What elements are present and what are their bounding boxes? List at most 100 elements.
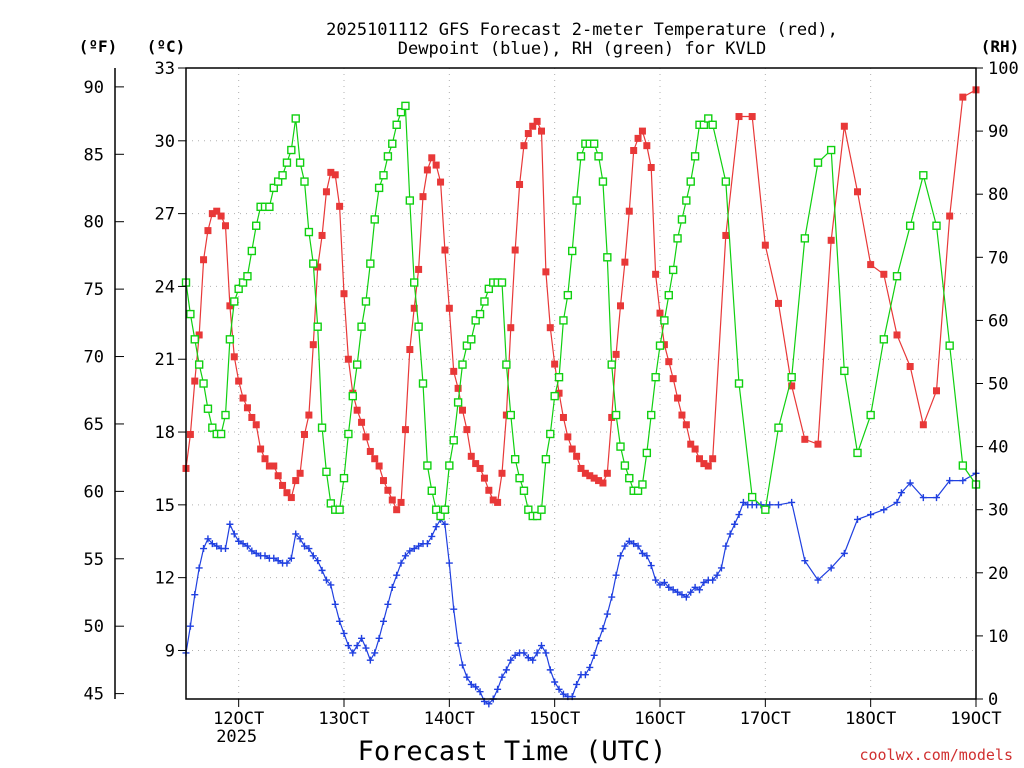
temp-marker (283, 489, 291, 497)
rh-marker (273, 177, 283, 186)
dewpoint-marker (722, 542, 730, 550)
rh-marker (668, 265, 678, 275)
temp-marker (533, 117, 541, 125)
temp-marker (682, 421, 690, 429)
rh-marker (787, 372, 796, 382)
x-axis-title: Forecast Time (UTC) (358, 736, 667, 767)
temp-marker (959, 93, 967, 101)
temp-marker (459, 406, 466, 414)
dewpoint-marker (731, 520, 739, 528)
rh-marker (563, 290, 573, 300)
temp-marker (880, 270, 888, 278)
rh-marker (550, 391, 559, 401)
temp-marker (581, 469, 589, 477)
dewpoint-marker (327, 581, 335, 589)
dewpoint-marker (287, 554, 295, 562)
rh-marker (682, 196, 691, 205)
temp-marker (388, 496, 396, 504)
dewpoint-marker (538, 642, 545, 650)
dewpoint-marker (349, 649, 357, 657)
dewpoint-marker (235, 537, 243, 545)
temp-marker (419, 193, 427, 201)
rh-marker (238, 278, 248, 287)
dewpoint-marker (358, 634, 366, 642)
x-tick-label: 14OCT (424, 709, 475, 729)
unit-fahrenheit-label: (ºF) (79, 37, 118, 56)
rh-marker (287, 145, 296, 155)
rh-marker (524, 505, 533, 514)
temp-marker (748, 113, 756, 121)
dewpoint-marker (595, 637, 603, 645)
temp-marker (380, 477, 387, 485)
temp-marker (568, 445, 576, 453)
temp-marker (854, 188, 861, 196)
temp-marker (410, 304, 418, 312)
dewpoint-marker (222, 545, 229, 553)
dewpoint-marker (586, 663, 594, 671)
c-tick-label: 27 (155, 205, 175, 225)
rh-marker (247, 246, 257, 256)
dewpoint-marker (713, 571, 721, 579)
rh-marker (199, 379, 208, 388)
temp-marker (336, 202, 344, 210)
temp-marker (494, 498, 502, 506)
temp-marker (678, 411, 686, 419)
rh-marker (414, 322, 423, 331)
dewpoint-marker (331, 600, 339, 608)
temp-marker (652, 270, 660, 278)
dewpoint-marker (366, 656, 374, 664)
temp-marker (559, 413, 567, 421)
dewpoint-marker (353, 642, 361, 650)
dewpoint-marker (283, 559, 291, 567)
temp-marker (801, 435, 809, 443)
dewpoint-marker (814, 576, 822, 584)
dewpoint-marker (946, 477, 954, 485)
dewpoint-marker (897, 489, 905, 497)
temp-marker (617, 302, 624, 310)
rh-marker (572, 196, 581, 205)
dewpoint-marker (301, 542, 308, 550)
rh-marker (445, 461, 454, 470)
dewpoint-marker (423, 540, 431, 548)
dewpoint-marker (445, 559, 453, 567)
temp-marker (919, 421, 927, 429)
temp-marker (502, 411, 510, 419)
dewpoint-marker (524, 654, 532, 662)
dewpoint-marker (625, 537, 633, 545)
temp-marker (538, 127, 545, 135)
dewpoint-marker (494, 685, 502, 693)
dewpoint-marker (318, 566, 326, 574)
temp-marker (270, 462, 278, 470)
dewpoint-marker (204, 535, 212, 543)
rh-marker (568, 246, 577, 256)
rh-marker (510, 455, 520, 464)
rh-marker (216, 429, 226, 439)
rh-marker (734, 379, 744, 388)
temp-marker (401, 426, 409, 434)
dewpoint-marker (700, 579, 708, 587)
dewpoint-marker (638, 549, 646, 557)
rh-marker (519, 486, 529, 495)
rh-marker (932, 221, 941, 230)
dewpoint-marker (226, 520, 234, 528)
dewpoint-marker (691, 583, 699, 591)
dewpoint-marker (441, 520, 449, 528)
rh-marker (651, 372, 660, 382)
rh-marker (282, 158, 292, 167)
chart-title-line2: Dewpoint (blue), RH (green) for KVLD (398, 39, 766, 59)
temp-marker (322, 188, 330, 196)
rh-marker (576, 152, 586, 161)
c-tick-label: 24 (155, 277, 175, 297)
rh-marker (484, 284, 494, 294)
dewpoint-marker (696, 586, 703, 594)
c-tick-label: 9 (165, 641, 175, 661)
dewpoint-marker (959, 477, 967, 485)
rh-marker (431, 505, 441, 514)
temp-marker (660, 341, 668, 349)
dewpoint-marker (581, 671, 589, 679)
temp-marker (441, 246, 449, 254)
temp-marker (906, 363, 914, 371)
rh-marker (554, 372, 564, 382)
temp-marker (454, 384, 462, 392)
